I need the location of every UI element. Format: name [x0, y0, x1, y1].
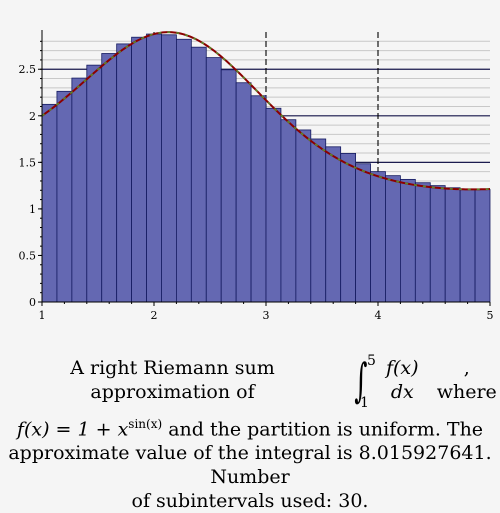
- riemann-bar: [295, 129, 312, 303]
- riemann-bar: [146, 33, 162, 303]
- caption-line-2-rest: and the partition is uniform. The: [162, 418, 484, 441]
- function-curve-dashes: [41, 31, 491, 191]
- riemann-bar: [116, 43, 132, 303]
- riemann-sum-chart: 1 2 3 4 5 0 0.5 1 1.5 2 2.5: [19, 30, 494, 322]
- riemann-bar: [265, 107, 282, 303]
- riemann-bar: [310, 138, 327, 303]
- riemann-bar: [41, 103, 58, 303]
- riemann-bar: [250, 95, 267, 303]
- caption-line-2: f(x) = 1 + xsin(x) and the partition is …: [0, 412, 500, 441]
- caption-line-1: A right Riemann sum approximation of ∫ 5…: [0, 348, 500, 412]
- x-tick-label: 5: [487, 309, 494, 322]
- riemann-bar: [325, 146, 342, 303]
- riemann-bar: [71, 77, 88, 303]
- caption-prefix: A right Riemann sum approximation of: [70, 357, 275, 403]
- axes: 1 2 3 4 5 0 0.5 1 1.5 2 2.5: [19, 30, 494, 322]
- x-tick-label: 1: [39, 309, 46, 322]
- integrand: f(x): [385, 357, 419, 379]
- integral-lower-limit: 1: [360, 395, 369, 411]
- riemann-bar: [414, 182, 431, 303]
- riemann-bar: [86, 64, 103, 303]
- x-tick-label: 4: [375, 309, 382, 322]
- riemann-bar: [459, 188, 476, 303]
- x-tick-label: 3: [263, 309, 270, 322]
- y-tick-label: 0.5: [19, 249, 37, 262]
- caption: A right Riemann sum approximation of ∫ 5…: [0, 348, 500, 513]
- y-tick-label: 2: [29, 110, 36, 123]
- caption-line-3: approximate value of the integral is 8.0…: [8, 442, 492, 489]
- riemann-bar: [444, 187, 461, 303]
- riemann-bar: [205, 57, 222, 303]
- function-curve: [41, 31, 491, 191]
- riemann-bar: [220, 69, 237, 303]
- riemann-bar: [370, 171, 386, 303]
- integral-differential: dx: [390, 381, 414, 403]
- riemann-bar: [175, 38, 192, 303]
- riemann-bar: [429, 185, 446, 303]
- function-exponent: sin(x): [128, 417, 163, 431]
- riemann-bar: [355, 163, 371, 303]
- y-tick-label: 2.5: [19, 63, 37, 76]
- integral-upper-limit: 5: [367, 353, 376, 369]
- riemann-bar: [340, 153, 356, 303]
- riemann-bar: [56, 90, 73, 303]
- caption-line-4: of subintervals used: 30.: [131, 490, 369, 513]
- y-tick-label: 1.5: [19, 156, 37, 169]
- riemann-bars: [41, 33, 491, 303]
- y-tick-label: 0: [29, 296, 36, 309]
- riemann-bar: [474, 189, 491, 303]
- riemann-bar: [161, 34, 177, 303]
- riemann-bar: [399, 178, 416, 303]
- integral-expression: ∫ 5 1 f(x) dx: [349, 353, 430, 410]
- riemann-bar: [280, 119, 297, 303]
- riemann-bar: [190, 46, 207, 303]
- riemann-bar: [385, 175, 401, 303]
- caption-suffix: , where: [436, 357, 497, 403]
- x-tick-label: 2: [151, 309, 158, 322]
- y-tick-label: 1: [29, 203, 36, 216]
- riemann-bar: [131, 36, 147, 303]
- function-definition: f(x) = 1 + x: [16, 418, 129, 441]
- riemann-bar: [101, 53, 118, 303]
- integral-sign-icon: ∫: [354, 353, 368, 407]
- riemann-bar: [235, 82, 252, 303]
